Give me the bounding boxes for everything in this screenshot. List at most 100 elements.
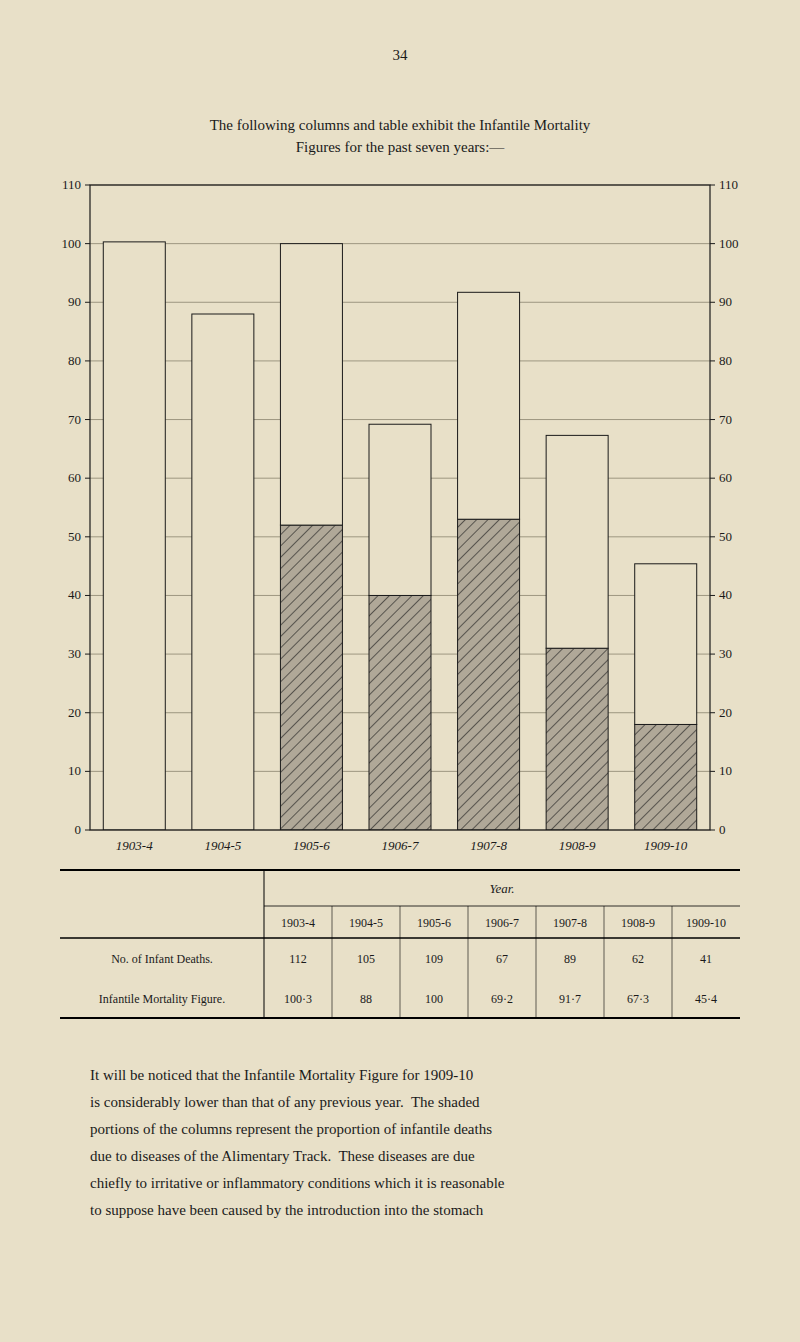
table-rule	[264, 906, 740, 907]
bar	[458, 519, 520, 830]
table-cell: 41	[700, 952, 712, 966]
y2-tick	[710, 478, 715, 479]
grid-line	[90, 360, 710, 361]
bar	[280, 244, 342, 525]
y-tick-label: 90	[68, 294, 81, 309]
table-row-label: No. of Infant Deaths.	[111, 952, 213, 966]
y2-tick	[710, 595, 715, 596]
bar-segment	[458, 519, 520, 830]
y2-tick	[710, 712, 715, 713]
y2-tick-label: 10	[719, 763, 732, 778]
bar-segment	[369, 595, 431, 830]
y2-tick-label: 70	[719, 412, 732, 427]
y2-tick-label: 110	[719, 177, 738, 192]
table-cell: 69·2	[491, 992, 513, 1006]
table-cell: 100	[425, 992, 443, 1006]
y-tick-label: 60	[68, 470, 81, 485]
y2-tick-label: 30	[719, 646, 732, 661]
table-row-label: Infantile Mortality Figure.	[99, 992, 225, 1006]
bar	[546, 648, 608, 830]
x-tick-label: 1905-6	[293, 838, 330, 853]
bar	[369, 424, 431, 595]
bar-segment	[103, 242, 165, 830]
y-tick	[85, 419, 90, 420]
x-tick-label: 1907-8	[470, 838, 507, 853]
y-tick-label: 110	[62, 177, 81, 192]
y2-tick	[710, 830, 715, 831]
x-tick-label: 1904-5	[204, 838, 241, 853]
y2-tick-label: 0	[719, 822, 726, 837]
y-axis: 0010102020303040405050606070708080909010…	[62, 177, 739, 837]
y-tick-label: 30	[68, 646, 81, 661]
grid-line	[90, 243, 710, 244]
table-column-label: 1907-8	[553, 916, 587, 930]
bar-segment	[458, 292, 520, 519]
bar	[635, 724, 697, 830]
y-tick-label: 40	[68, 587, 81, 602]
bar-hatch	[635, 724, 697, 830]
page: 34The following columns and table exhibi…	[0, 0, 800, 1342]
y2-tick-label: 90	[719, 294, 732, 309]
bar	[103, 242, 165, 830]
x-tick-label: 1908-9	[559, 838, 596, 853]
y-tick	[85, 302, 90, 303]
y2-tick	[710, 302, 715, 303]
y2-tick-label: 50	[719, 529, 732, 544]
table-rule	[672, 906, 673, 1018]
footnote: It will be noticed that the Infantile Mo…	[90, 1067, 505, 1218]
plot-frame	[90, 185, 710, 830]
table-column-label: 1905-6	[417, 916, 451, 930]
table-cell: 100·3	[284, 992, 312, 1006]
bar-segment	[546, 648, 608, 830]
y-tick-label: 0	[75, 822, 82, 837]
bar-segment	[546, 435, 608, 648]
subtitle: Figures for the past seven years:—	[296, 139, 506, 155]
y-tick	[85, 360, 90, 361]
bar-hatch	[280, 525, 342, 830]
bar-hatch	[458, 519, 520, 830]
table: Year.1903-41904-51905-61906-71907-81908-…	[60, 870, 740, 1018]
table-column-label: 1904-5	[349, 916, 383, 930]
bar-hatch	[546, 648, 608, 830]
y-tick	[85, 771, 90, 772]
y-tick	[85, 712, 90, 713]
y2-tick	[710, 536, 715, 537]
bar-segment	[369, 424, 431, 595]
bars	[103, 242, 696, 830]
table-header: Year.	[489, 881, 514, 896]
bar-segment	[280, 244, 342, 525]
bar	[635, 564, 697, 725]
footnote-line: is considerably lower than that of any p…	[90, 1094, 480, 1110]
table-cell: 45·4	[695, 992, 717, 1006]
footnote-line: due to diseases of the Alimentary Track.…	[90, 1148, 475, 1164]
bar	[458, 292, 520, 519]
table-cell: 109	[425, 952, 443, 966]
bar	[192, 314, 254, 830]
table-cell: 89	[564, 952, 576, 966]
table-cell: 105	[357, 952, 375, 966]
bar	[546, 435, 608, 648]
y-tick	[85, 185, 90, 186]
y-tick	[85, 830, 90, 831]
y-tick	[85, 478, 90, 479]
table-column-label: 1906-7	[485, 916, 519, 930]
bar-segment	[635, 564, 697, 725]
y2-tick	[710, 243, 715, 244]
table-cell: 62	[632, 952, 644, 966]
footnote-line: to suppose have been caused by the intro…	[90, 1202, 484, 1218]
y2-tick-label: 60	[719, 470, 732, 485]
y2-tick	[710, 360, 715, 361]
y-tick	[85, 595, 90, 596]
footnote-line: It will be noticed that the Infantile Mo…	[90, 1067, 473, 1083]
footnote-line: chiefly to irritative or inflammatory co…	[90, 1175, 505, 1191]
x-tick-label: 1909-10	[644, 838, 688, 853]
grid-line	[90, 419, 710, 420]
y-tick-label: 70	[68, 412, 81, 427]
y-tick-label: 50	[68, 529, 81, 544]
bar	[369, 595, 431, 830]
y2-tick-label: 40	[719, 587, 732, 602]
grid	[90, 185, 710, 830]
table-rule	[264, 870, 265, 1018]
y2-tick-label: 80	[719, 353, 732, 368]
y-tick	[85, 243, 90, 244]
